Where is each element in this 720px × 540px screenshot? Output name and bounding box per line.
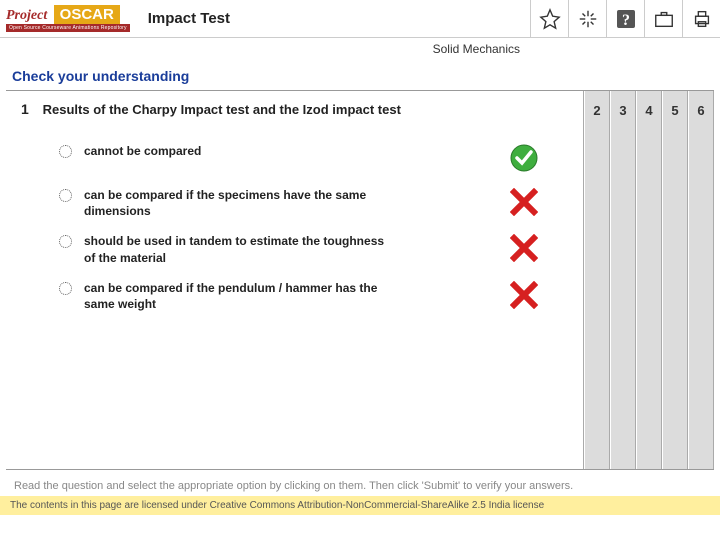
radio-icon[interactable] (59, 145, 72, 158)
header-bar: Project OSCAR Open Source Courseware Ani… (0, 0, 720, 38)
print-icon[interactable] (682, 0, 720, 38)
logo-oscar-text: OSCAR (54, 5, 120, 24)
section-title: Check your understanding (0, 60, 720, 90)
option-text: can be compared if the specimens have th… (84, 187, 394, 219)
radio-icon[interactable] (59, 282, 72, 295)
option-row[interactable]: can be compared if the specimens have th… (59, 187, 569, 219)
license-bar: The contents in this page are licensed u… (0, 496, 720, 515)
options-list: cannot be compared can be compared if th… (59, 143, 569, 312)
tab-4[interactable]: 4 (636, 91, 662, 469)
check-icon (509, 143, 539, 173)
tab-6[interactable]: 6 (688, 91, 714, 469)
logo-subtitle: Open Source Courseware Animations Reposi… (6, 24, 130, 32)
star-icon[interactable] (530, 0, 568, 38)
subtitle-text: Solid Mechanics (0, 42, 530, 56)
tab-5[interactable]: 5 (662, 91, 688, 469)
logo: Project OSCAR Open Source Courseware Ani… (0, 4, 136, 34)
logo-project-text: Project (6, 8, 47, 23)
help-icon[interactable]: ? (606, 0, 644, 38)
radio-icon[interactable] (59, 235, 72, 248)
cross-icon (509, 233, 539, 263)
briefcase-icon[interactable] (644, 0, 682, 38)
option-row[interactable]: can be compared if the pendulum / hammer… (59, 280, 569, 312)
tab-3[interactable]: 3 (610, 91, 636, 469)
tab-2[interactable]: 2 (584, 91, 610, 469)
option-text: cannot be compared (84, 143, 201, 159)
tab-strip: 1 Results of the Charpy Impact test and … (6, 91, 714, 469)
option-row[interactable]: should be used in tandem to estimate the… (59, 233, 569, 265)
tab-1-number: 1 (21, 101, 39, 117)
subtitle-bar: Solid Mechanics (0, 38, 720, 60)
cross-icon (509, 280, 539, 310)
cross-icon (509, 187, 539, 217)
svg-text:?: ? (622, 12, 630, 29)
question-text: Results of the Charpy Impact test and th… (43, 102, 401, 117)
sparkle-icon[interactable] (568, 0, 606, 38)
option-text: can be compared if the pendulum / hammer… (84, 280, 394, 312)
instructions-text: Read the question and select the appropr… (0, 470, 720, 496)
option-row[interactable]: cannot be compared (59, 143, 569, 173)
toolbar-icons: ? (530, 0, 720, 38)
radio-icon[interactable] (59, 189, 72, 202)
option-text: should be used in tandem to estimate the… (84, 233, 394, 265)
quiz-panel: 1 Results of the Charpy Impact test and … (6, 90, 714, 470)
page-title: Impact Test (136, 10, 530, 27)
tab-1: 1 Results of the Charpy Impact test and … (6, 91, 584, 469)
